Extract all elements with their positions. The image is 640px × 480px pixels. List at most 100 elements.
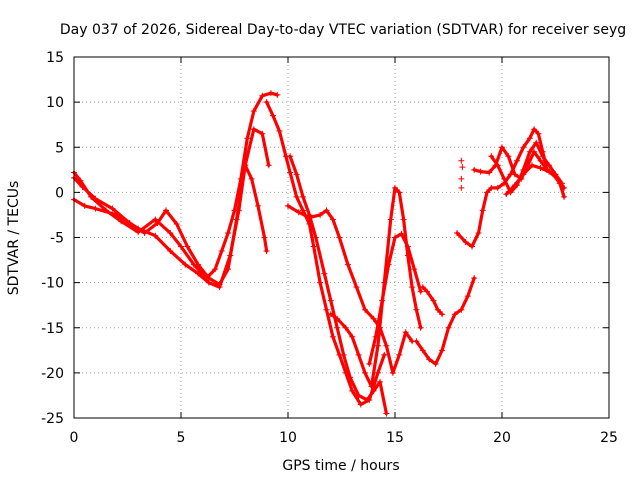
data-point [445, 324, 452, 331]
data-point [263, 99, 270, 106]
data-point [248, 175, 255, 182]
data-point [526, 135, 533, 142]
data-point [511, 182, 518, 189]
data-point [355, 351, 362, 358]
data-point [475, 229, 482, 236]
data-point [109, 205, 116, 212]
data-point [92, 195, 99, 202]
data-point [323, 306, 330, 313]
data-point [458, 184, 465, 191]
data-point [417, 288, 424, 295]
data-point [464, 293, 471, 300]
data-point [411, 266, 418, 273]
y-tick-label: -10 [41, 276, 64, 292]
series-track-f [285, 202, 416, 376]
data-point [327, 311, 334, 318]
data-point [299, 207, 306, 214]
data-point [383, 410, 390, 417]
data-point [152, 216, 159, 223]
data-point [154, 220, 161, 227]
data-point [178, 243, 184, 250]
data-point [317, 279, 324, 286]
data-point [469, 243, 476, 250]
data-point [218, 248, 225, 255]
data-point [353, 284, 360, 291]
data-point [459, 164, 466, 171]
data-point [520, 171, 527, 178]
data-point [205, 279, 212, 286]
data-point [306, 214, 313, 221]
data-point [362, 306, 369, 313]
data-point [430, 297, 437, 304]
data-point [486, 169, 493, 176]
data-point [329, 216, 336, 223]
data-point [454, 229, 461, 236]
data-point [511, 171, 518, 178]
series-trace [414, 276, 476, 366]
data-point [334, 315, 341, 322]
data-point [344, 261, 351, 268]
data-point [81, 202, 88, 209]
data-point [225, 229, 232, 236]
data-point [398, 230, 405, 237]
data-point [458, 157, 465, 164]
data-point [374, 342, 381, 349]
data-point [439, 347, 446, 354]
chart-title: Day 037 of 2026, Sidereal Day-to-day VTE… [60, 22, 626, 38]
data-point [336, 234, 343, 241]
data-point [392, 234, 398, 241]
data-point [381, 351, 388, 358]
data-point [287, 153, 294, 160]
data-point [276, 128, 283, 135]
y-tick-label: -25 [41, 411, 64, 427]
data-point [152, 232, 159, 239]
data-point [293, 193, 300, 200]
data-point [364, 396, 371, 403]
data-point [270, 112, 277, 119]
data-point [334, 324, 341, 331]
data-point [419, 347, 426, 354]
data-point [432, 360, 439, 367]
data-point [479, 207, 486, 214]
data-point [317, 211, 324, 218]
data-point [135, 225, 142, 232]
y-tick-label: -5 [50, 231, 64, 247]
data-point [372, 333, 379, 340]
series-isolated [458, 157, 466, 191]
x-tick-label: 5 [177, 430, 186, 446]
data-point [400, 216, 407, 223]
data-point [92, 205, 99, 212]
data-point [267, 90, 274, 97]
y-tick-label: 0 [55, 185, 64, 201]
data-point [347, 374, 354, 381]
data-point [167, 248, 174, 255]
data-point [396, 189, 403, 196]
y-tick-label: 15 [46, 50, 64, 66]
data-point [426, 356, 433, 363]
data-point [287, 169, 294, 176]
data-point [379, 297, 386, 304]
data-point [458, 175, 465, 182]
data-point [312, 234, 319, 241]
data-point [413, 338, 420, 345]
series-trace [504, 163, 566, 196]
x-tick-label: 25 [600, 430, 618, 446]
data-point [265, 162, 272, 169]
data-point [235, 207, 242, 214]
data-point [535, 130, 542, 137]
data-point [471, 166, 478, 173]
data-point [392, 184, 398, 191]
series-trace [489, 141, 564, 194]
data-point [402, 329, 409, 336]
y-tick-label: 5 [55, 140, 64, 156]
data-point [488, 153, 495, 160]
y-tick-label: -15 [41, 321, 64, 337]
data-point [417, 324, 424, 331]
data-point [310, 243, 317, 250]
x-tick-label: 15 [386, 430, 404, 446]
x-tick-label: 20 [493, 430, 511, 446]
data-point [494, 162, 501, 169]
data-point [299, 193, 306, 200]
data-point [259, 130, 266, 137]
